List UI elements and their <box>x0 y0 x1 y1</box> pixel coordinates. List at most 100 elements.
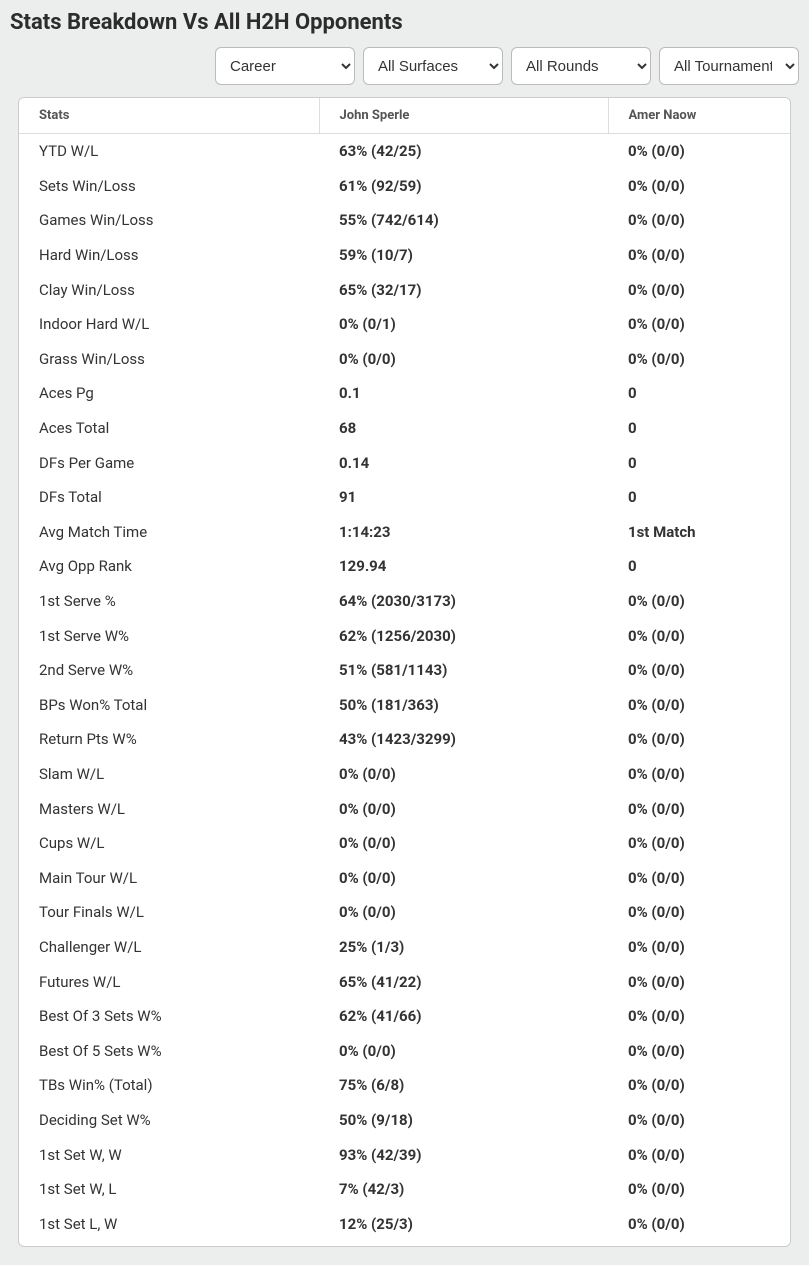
stat-value-player1: 0% (0/0) <box>319 757 608 792</box>
stat-value-player2: 0% (0/0) <box>608 826 790 861</box>
stat-label: Deciding Set W% <box>19 1103 319 1138</box>
stat-value-player1: 1:14:23 <box>319 515 608 550</box>
stat-value-player1: 0% (0/0) <box>319 895 608 930</box>
stat-value-player1: 0% (0/1) <box>319 307 608 342</box>
stats-table: Stats John Sperle Amer Naow YTD W/L63% (… <box>19 98 790 1241</box>
stat-label: 2nd Serve W% <box>19 653 319 688</box>
table-row: Masters W/L0% (0/0)0% (0/0) <box>19 791 790 826</box>
table-header-row: Stats John Sperle Amer Naow <box>19 98 790 134</box>
stat-label: Best Of 5 Sets W% <box>19 1033 319 1068</box>
stat-label: Clay Win/Loss <box>19 272 319 307</box>
table-row: 1st Set W, L7% (42/3)0% (0/0) <box>19 1172 790 1207</box>
stat-value-player1: 59% (10/7) <box>319 238 608 273</box>
stat-label: 1st Set W, W <box>19 1137 319 1172</box>
surface-select[interactable]: All Surfaces <box>363 47 503 85</box>
stat-value-player1: 0% (0/0) <box>319 342 608 377</box>
table-row: Clay Win/Loss65% (32/17)0% (0/0) <box>19 272 790 307</box>
stat-value-player1: 65% (41/22) <box>319 964 608 999</box>
stat-value-player2: 0 <box>608 411 790 446</box>
stat-value-player1: 0.1 <box>319 376 608 411</box>
table-row: Challenger W/L25% (1/3)0% (0/0) <box>19 930 790 965</box>
table-row: DFs Total910 <box>19 480 790 515</box>
stat-label: Main Tour W/L <box>19 860 319 895</box>
stat-value-player2: 1st Match <box>608 515 790 550</box>
table-row: Games Win/Loss55% (742/614)0% (0/0) <box>19 203 790 238</box>
stat-value-player1: 0% (0/0) <box>319 791 608 826</box>
stat-value-player1: 61% (92/59) <box>319 169 608 204</box>
table-row: Futures W/L65% (41/22)0% (0/0) <box>19 964 790 999</box>
stat-label: Avg Opp Rank <box>19 549 319 584</box>
stat-label: Futures W/L <box>19 964 319 999</box>
stat-value-player2: 0% (0/0) <box>608 722 790 757</box>
stat-value-player1: 55% (742/614) <box>319 203 608 238</box>
stat-value-player1: 129.94 <box>319 549 608 584</box>
stat-label: Aces Pg <box>19 376 319 411</box>
stat-value-player2: 0% (0/0) <box>608 1068 790 1103</box>
stat-value-player2: 0% (0/0) <box>608 860 790 895</box>
stat-label: Tour Finals W/L <box>19 895 319 930</box>
stat-value-player1: 0% (0/0) <box>319 1033 608 1068</box>
stat-value-player2: 0% (0/0) <box>608 1206 790 1241</box>
stat-value-player1: 51% (581/1143) <box>319 653 608 688</box>
stat-label: Games Win/Loss <box>19 203 319 238</box>
table-row: 1st Serve %64% (2030/3173)0% (0/0) <box>19 584 790 619</box>
stat-value-player1: 0% (0/0) <box>319 860 608 895</box>
table-row: Hard Win/Loss59% (10/7)0% (0/0) <box>19 238 790 273</box>
table-row: Best Of 3 Sets W%62% (41/66)0% (0/0) <box>19 999 790 1034</box>
stat-label: 1st Set L, W <box>19 1206 319 1241</box>
table-row: Best Of 5 Sets W%0% (0/0)0% (0/0) <box>19 1033 790 1068</box>
round-select[interactable]: All Rounds <box>511 47 651 85</box>
stat-label: 1st Serve % <box>19 584 319 619</box>
table-row: Aces Total680 <box>19 411 790 446</box>
stat-value-player2: 0% (0/0) <box>608 930 790 965</box>
stat-label: Return Pts W% <box>19 722 319 757</box>
stat-label: Challenger W/L <box>19 930 319 965</box>
table-row: Tour Finals W/L0% (0/0)0% (0/0) <box>19 895 790 930</box>
stat-value-player1: 91 <box>319 480 608 515</box>
stat-value-player2: 0 <box>608 549 790 584</box>
stat-value-player1: 7% (42/3) <box>319 1172 608 1207</box>
tournament-select[interactable]: All Tournaments <box>659 47 799 85</box>
table-row: Deciding Set W%50% (9/18)0% (0/0) <box>19 1103 790 1138</box>
table-row: Slam W/L0% (0/0)0% (0/0) <box>19 757 790 792</box>
stat-value-player2: 0% (0/0) <box>608 307 790 342</box>
table-row: 1st Set L, W12% (25/3)0% (0/0) <box>19 1206 790 1241</box>
table-row: 1st Serve W%62% (1256/2030)0% (0/0) <box>19 618 790 653</box>
stat-label: Avg Match Time <box>19 515 319 550</box>
stat-label: Hard Win/Loss <box>19 238 319 273</box>
stat-label: Best Of 3 Sets W% <box>19 999 319 1034</box>
stat-value-player1: 0% (0/0) <box>319 826 608 861</box>
stat-label: YTD W/L <box>19 134 319 169</box>
stat-value-player2: 0% (0/0) <box>608 1137 790 1172</box>
page-title: Stats Breakdown Vs All H2H Opponents <box>0 0 809 39</box>
stat-label: TBs Win% (Total) <box>19 1068 319 1103</box>
table-row: Main Tour W/L0% (0/0)0% (0/0) <box>19 860 790 895</box>
stat-value-player1: 43% (1423/3299) <box>319 722 608 757</box>
stat-value-player2: 0 <box>608 376 790 411</box>
stat-value-player1: 50% (9/18) <box>319 1103 608 1138</box>
table-row: Cups W/L0% (0/0)0% (0/0) <box>19 826 790 861</box>
stat-value-player2: 0% (0/0) <box>608 757 790 792</box>
stat-value-player2: 0% (0/0) <box>608 1103 790 1138</box>
stat-value-player1: 50% (181/363) <box>319 688 608 723</box>
table-row: Avg Match Time1:14:231st Match <box>19 515 790 550</box>
stat-label: BPs Won% Total <box>19 688 319 723</box>
stat-value-player1: 64% (2030/3173) <box>319 584 608 619</box>
stat-value-player2: 0% (0/0) <box>608 169 790 204</box>
table-row: 1st Set W, W93% (42/39)0% (0/0) <box>19 1137 790 1172</box>
stat-value-player2: 0% (0/0) <box>608 999 790 1034</box>
stat-value-player2: 0% (0/0) <box>608 584 790 619</box>
period-select[interactable]: Career <box>215 47 355 85</box>
table-row: DFs Per Game0.140 <box>19 445 790 480</box>
stat-value-player2: 0% (0/0) <box>608 203 790 238</box>
stat-value-player1: 75% (6/8) <box>319 1068 608 1103</box>
stat-label: Grass Win/Loss <box>19 342 319 377</box>
column-header-player2: Amer Naow <box>608 98 790 134</box>
column-header-player1: John Sperle <box>319 98 608 134</box>
stat-value-player1: 62% (1256/2030) <box>319 618 608 653</box>
stat-value-player2: 0% (0/0) <box>608 342 790 377</box>
stat-value-player2: 0% (0/0) <box>608 895 790 930</box>
stat-label: 1st Serve W% <box>19 618 319 653</box>
column-header-stats: Stats <box>19 98 319 134</box>
stat-value-player2: 0% (0/0) <box>608 134 790 169</box>
